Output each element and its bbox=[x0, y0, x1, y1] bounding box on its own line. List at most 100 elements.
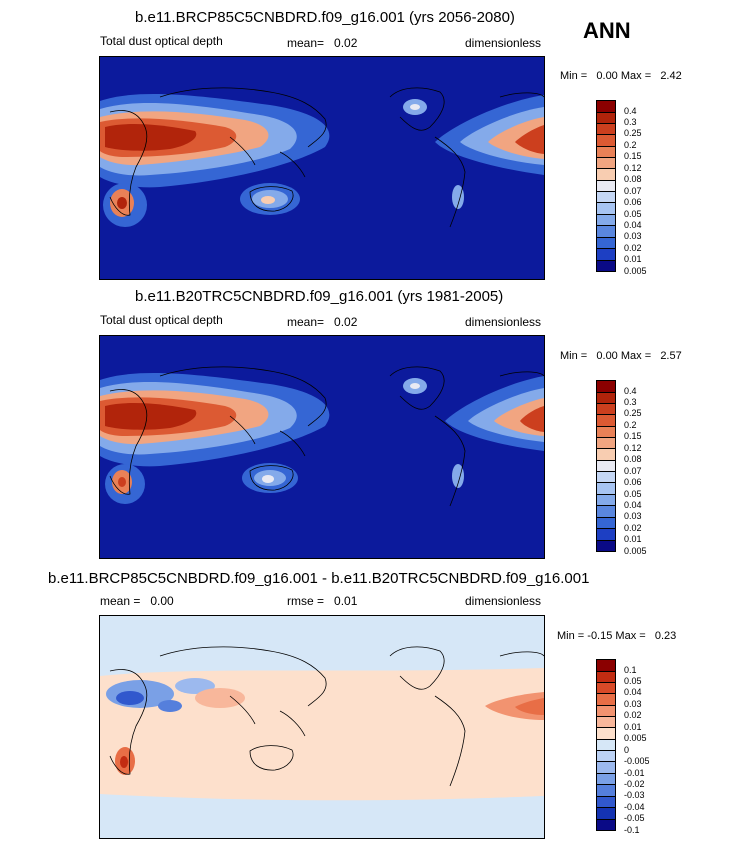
safrica-peak bbox=[118, 477, 126, 487]
panel3-swatch bbox=[596, 716, 616, 727]
sahara-negative-core bbox=[116, 691, 144, 705]
samerica-dust bbox=[452, 185, 464, 209]
panel2-colorbar: 0.4 0.3 0.25 0.2 0.15 0.12 0.08 0.07 0.0… bbox=[596, 380, 647, 556]
panel2-swatch bbox=[596, 517, 616, 528]
panel2-swatch bbox=[596, 482, 616, 494]
panel3-mean-label: mean = bbox=[100, 594, 141, 608]
panel3-level: 0.03 bbox=[624, 699, 642, 709]
panel1-level: 0.01 bbox=[624, 254, 642, 264]
panel1-level: 0.15 bbox=[624, 151, 642, 161]
panel2-min-label: Min = bbox=[560, 350, 588, 362]
panel1-level: 0.12 bbox=[624, 163, 642, 173]
panel1-variable: Total dust optical depth bbox=[100, 34, 223, 48]
panel1-colorbar-frame bbox=[596, 100, 616, 272]
panel1-level: 0.2 bbox=[624, 140, 637, 150]
panel1-swatch bbox=[596, 157, 616, 168]
panel3-level: 0.005 bbox=[624, 733, 647, 743]
panel2-level: 0.4 bbox=[624, 386, 637, 396]
panel3-swatch bbox=[596, 784, 616, 796]
coastlines bbox=[109, 646, 544, 787]
panel3-rmse: rmse = 0.01 bbox=[287, 594, 357, 608]
namerica-peak bbox=[410, 383, 420, 389]
panel2-level: 0.06 bbox=[624, 477, 642, 487]
panel3-map-svg bbox=[100, 616, 544, 838]
panel2-minmax: Min = 0.00 Max = 2.57 bbox=[560, 350, 682, 362]
panel3-level: -0.005 bbox=[624, 756, 650, 766]
panel1-minmax: Min = 0.00 Max = 2.42 bbox=[560, 70, 682, 82]
panel3-swatch bbox=[596, 705, 616, 716]
panel3-level: 0.01 bbox=[624, 722, 642, 732]
panel2-swatch bbox=[596, 392, 616, 403]
panel3-min-label: Min = bbox=[557, 630, 585, 642]
panel1-level: 0.3 bbox=[624, 117, 637, 127]
panel3-units: dimensionless bbox=[465, 594, 542, 608]
panel1-swatch bbox=[596, 180, 616, 191]
season-label: ANN bbox=[583, 18, 631, 43]
panel3-level: 0.1 bbox=[624, 665, 637, 675]
panel2-swatch bbox=[596, 448, 616, 460]
panel3-swatch bbox=[596, 807, 616, 819]
panel3-max-value: 0.23 bbox=[654, 630, 677, 642]
panel1-level: 0.05 bbox=[624, 209, 642, 219]
panel3-swatch bbox=[596, 682, 616, 693]
panel3-level: 0.05 bbox=[624, 676, 642, 686]
panel2-level: 0.01 bbox=[624, 534, 642, 544]
panel1-min-value: 0.00 bbox=[596, 70, 618, 82]
panel2-swatch bbox=[596, 528, 616, 540]
panel2-level: 0.03 bbox=[624, 511, 642, 521]
panel2-swatch bbox=[596, 460, 616, 471]
panel1-level: 0.25 bbox=[624, 128, 642, 138]
panel3-level: -0.05 bbox=[624, 813, 645, 823]
panel3-level: 0.04 bbox=[624, 687, 642, 697]
panel3-swatch bbox=[596, 693, 616, 705]
samerica-dust bbox=[452, 464, 464, 488]
panel2-min-value: 0.00 bbox=[596, 350, 618, 362]
panel1-swatch bbox=[596, 146, 616, 157]
panel3-swatch bbox=[596, 750, 616, 761]
panel2-swatch bbox=[596, 437, 616, 448]
panel1-level: 0.02 bbox=[624, 243, 642, 253]
panel3-title: b.e11.BRCP85C5CNBDRD.f09_g16.001 - b.e11… bbox=[48, 570, 590, 587]
australia-peak bbox=[262, 475, 274, 483]
panel2-map-svg bbox=[100, 336, 544, 558]
panel3-swatch bbox=[596, 761, 616, 773]
panel2-level: 0.05 bbox=[624, 489, 642, 499]
panel1-colorbar: 0.4 0.3 0.25 0.2 0.15 0.12 0.08 0.07 0.0… bbox=[596, 100, 647, 276]
panel1-mean-label: mean= bbox=[287, 36, 325, 50]
panel1-swatch bbox=[596, 214, 616, 225]
panel2-level: 0.02 bbox=[624, 523, 642, 533]
panel3-colorbar: 0.1 0.05 0.04 0.03 0.02 0.01 0.005 0 -0.… bbox=[596, 659, 650, 835]
panel2-map bbox=[99, 335, 545, 559]
panel2-swatch bbox=[596, 426, 616, 437]
panel3-level: -0.01 bbox=[624, 768, 645, 778]
panel2-level: 0.12 bbox=[624, 443, 642, 453]
panel2-swatch bbox=[596, 494, 616, 505]
panel2-variable: Total dust optical depth bbox=[100, 313, 223, 327]
panel2-mean-label: mean= bbox=[287, 315, 325, 329]
panel2-level: 0.07 bbox=[624, 466, 642, 476]
panel3-mean-value: 0.00 bbox=[150, 594, 174, 608]
panel3-swatch bbox=[596, 819, 616, 831]
panel2-mean: mean= 0.02 bbox=[287, 315, 357, 329]
panel3-level: -0.02 bbox=[624, 779, 645, 789]
panel1-level: 0.4 bbox=[624, 106, 637, 116]
panel3-swatch bbox=[596, 796, 616, 807]
panel1-max-value: 2.42 bbox=[660, 70, 682, 82]
safrica-positive-core bbox=[120, 756, 128, 768]
panel2-level: 0.005 bbox=[624, 546, 647, 556]
panel3-level: -0.03 bbox=[624, 790, 645, 800]
dust-plume-peak bbox=[105, 403, 197, 430]
panel3-map bbox=[99, 615, 545, 839]
coastlines bbox=[109, 87, 544, 228]
panel3-swatch bbox=[596, 739, 616, 750]
panel3-level: -0.1 bbox=[624, 825, 640, 835]
panel2-max-label: Max = bbox=[620, 350, 652, 362]
panel2-level: 0.25 bbox=[624, 408, 642, 418]
panel3-swatch bbox=[596, 671, 616, 682]
panel3-level: 0.02 bbox=[624, 710, 642, 720]
southern-ocean bbox=[100, 796, 544, 838]
atlantic-plume-core bbox=[515, 125, 544, 154]
panel1-mean-value: 0.02 bbox=[334, 36, 358, 50]
atlantic-positive-core bbox=[515, 698, 544, 715]
panel2-swatch bbox=[596, 505, 616, 517]
